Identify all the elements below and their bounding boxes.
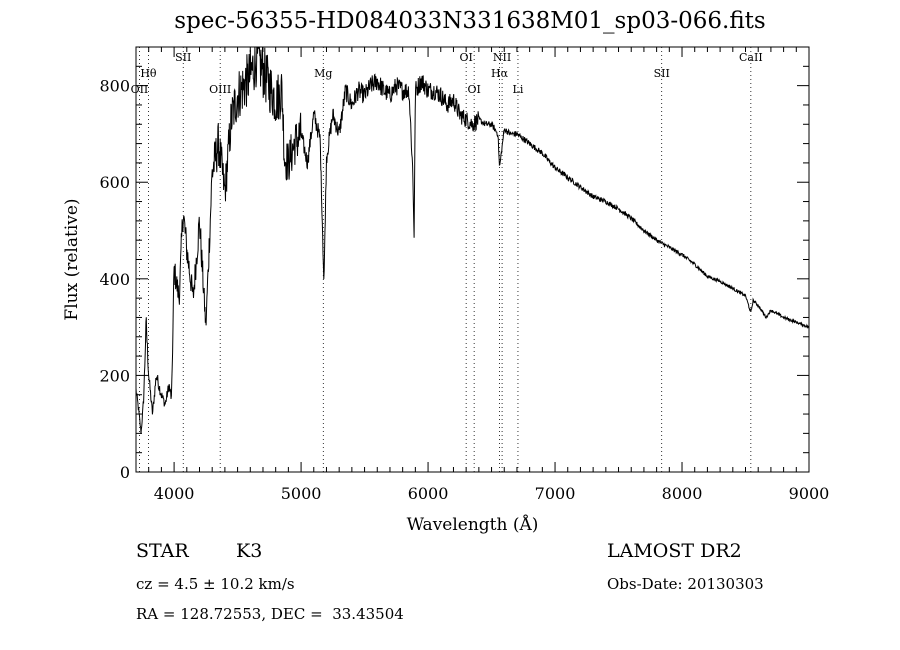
y-tick-label: 600	[99, 173, 130, 192]
coordinates: RA = 128.72553, DEC = 33.43504	[136, 605, 404, 623]
observation-date: Obs-Date: 20130303	[607, 575, 764, 593]
x-axis-label: Wavelength (Å)	[407, 514, 539, 535]
line-label: CaII	[739, 51, 763, 64]
line-label: OI	[459, 51, 472, 64]
y-axis-label: Flux (relative)	[62, 198, 82, 320]
y-tick-label: 0	[120, 463, 130, 482]
line-label: Mg	[314, 67, 332, 80]
line-label: Hα	[491, 67, 509, 80]
x-tick-label: 8000	[662, 484, 703, 503]
line-label: OII	[131, 83, 149, 96]
x-tick-label: 6000	[408, 484, 449, 503]
line-label: SII	[654, 67, 670, 80]
y-tick-label: 800	[99, 77, 130, 96]
line-label: OIII	[209, 83, 231, 96]
x-tick-label: 5000	[281, 484, 322, 503]
y-tick-label: 400	[99, 270, 130, 289]
redshift-velocity: cz = 4.5 ± 10.2 km/s	[136, 575, 295, 593]
x-tick-label: 4000	[154, 484, 195, 503]
line-label: OI	[467, 83, 480, 96]
line-label: NII	[493, 51, 511, 64]
x-tick-label: 9000	[789, 484, 830, 503]
line-label: Hθ	[140, 67, 157, 80]
line-label: Li	[513, 83, 524, 96]
x-tick-label: 7000	[535, 484, 576, 503]
survey-name: LAMOST DR2	[607, 540, 742, 562]
spectrum-series	[135, 46, 809, 434]
y-tick-label: 200	[99, 366, 130, 385]
object-class: STAR	[136, 540, 189, 562]
object-subclass: K3	[236, 540, 263, 562]
chart-title: spec-56355-HD084033N331638M01_sp03-066.f…	[174, 8, 766, 34]
line-label: SII	[175, 51, 191, 64]
